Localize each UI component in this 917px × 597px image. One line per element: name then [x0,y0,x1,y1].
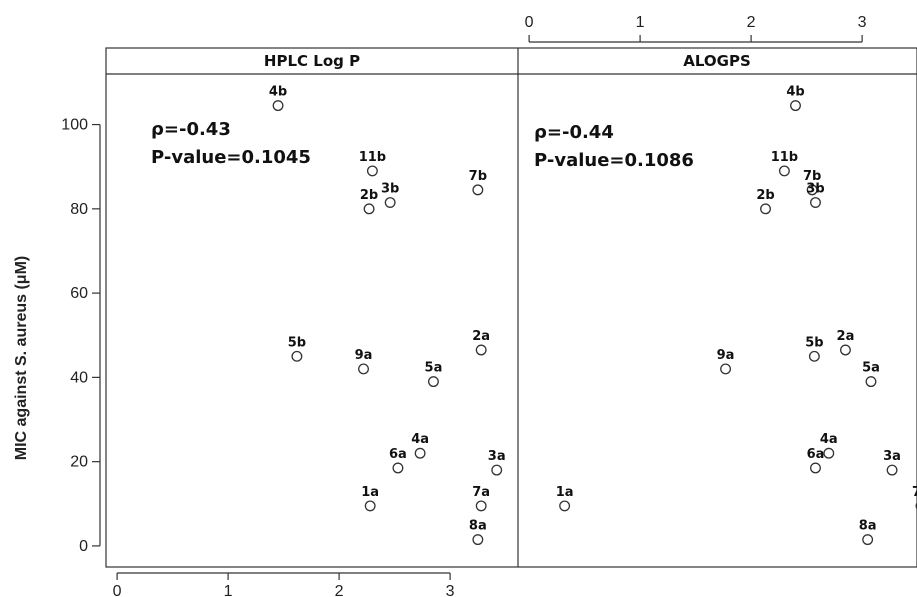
x-tick-label-bottom: 0 [113,583,122,597]
data-point [392,462,404,474]
data-point [720,363,732,375]
point-label: 3b [381,182,399,197]
y-tick-label: 80 [70,201,88,218]
data-point [491,464,503,476]
point-label: 3a [488,449,506,464]
y-tick-label: 60 [70,285,88,302]
annotation-rho-left: ρ=-0.43 [151,119,231,140]
point-label: 1a [556,485,574,500]
point-label: 8a [469,519,487,534]
data-point [915,502,917,510]
y-tick-label: 100 [61,117,88,134]
panel-title-right: ALOGPS [683,52,751,70]
data-point [886,464,898,476]
point-label: 1a [361,485,379,500]
point-label: 7a [472,485,490,500]
panel-frame [105,47,917,568]
point-label: 11b [771,150,798,165]
data-point [475,344,487,356]
point-label: 4b [269,85,287,100]
point-label: 2a [472,329,490,344]
data-point [790,100,801,112]
data-point [364,500,376,512]
point-label: 11b [359,150,386,165]
annotation-pvalue-left: P-value=0.1045 [151,147,311,168]
point-label: 7b [469,169,487,184]
x-tick-label-top: 1 [636,14,645,31]
data-point [862,534,874,546]
data-point [366,165,378,177]
point-label: 5a [862,361,880,376]
point-label: 2b [756,188,774,203]
y-tick-label: 20 [70,454,88,471]
data-point [865,376,877,388]
data-point [291,350,303,362]
point-label: 2b [360,188,378,203]
annotation-rho-right: ρ=-0.44 [534,122,614,143]
annotation-pvalue-right: P-value=0.1086 [534,150,694,171]
point-label: 6a [389,447,407,462]
data-point [808,350,820,362]
x-tick-label-bottom: 3 [446,583,455,597]
axes-group: 0 20 40 60 80 100 0 1 2 3 0 1 2 3 [61,14,866,597]
data-point [472,534,484,546]
data-point [760,203,771,215]
point-label: 7b [803,169,821,184]
point-label: 3a [883,449,901,464]
data-point [272,100,284,112]
data-point [778,165,790,177]
x-tick-label-bottom: 1 [224,583,233,597]
x-tick-label-top: 3 [858,14,867,31]
point-label: 6a [807,447,825,462]
point-label: 2a [837,329,855,344]
data-point [363,203,375,215]
point-label: 9a [355,348,373,363]
data-point [559,500,571,512]
point-label: 5b [288,335,306,350]
data-point [806,184,818,196]
panel-title-left: HPLC Log P [264,52,360,70]
point-label: 4a [820,432,838,447]
x-tick-label-top: 2 [747,14,756,31]
y-axis-label: MIC against S. aureus (μM) [13,256,30,460]
data-point [384,197,396,208]
x-tick-label-top: 0 [525,14,534,31]
point-label: 4b [786,85,804,100]
point-label: 9a [717,348,735,363]
point-label: 4a [411,432,429,447]
data-point [358,363,369,375]
data-point [810,462,821,474]
point-label: 3b [806,182,824,197]
data-point [810,197,821,208]
y-tick-label: 0 [79,538,88,555]
x-tick-label-bottom: 2 [335,583,344,597]
point-label: 8a [859,519,877,534]
data-point [475,500,487,512]
point-label: 5a [425,361,443,376]
point-label: 5b [805,335,823,350]
data-point [414,447,426,459]
y-tick-label: 40 [70,369,88,386]
data-point [840,344,851,356]
data-point [823,447,835,459]
point-label: 7a [912,485,917,500]
data-point [428,376,439,388]
data-point [472,184,484,196]
